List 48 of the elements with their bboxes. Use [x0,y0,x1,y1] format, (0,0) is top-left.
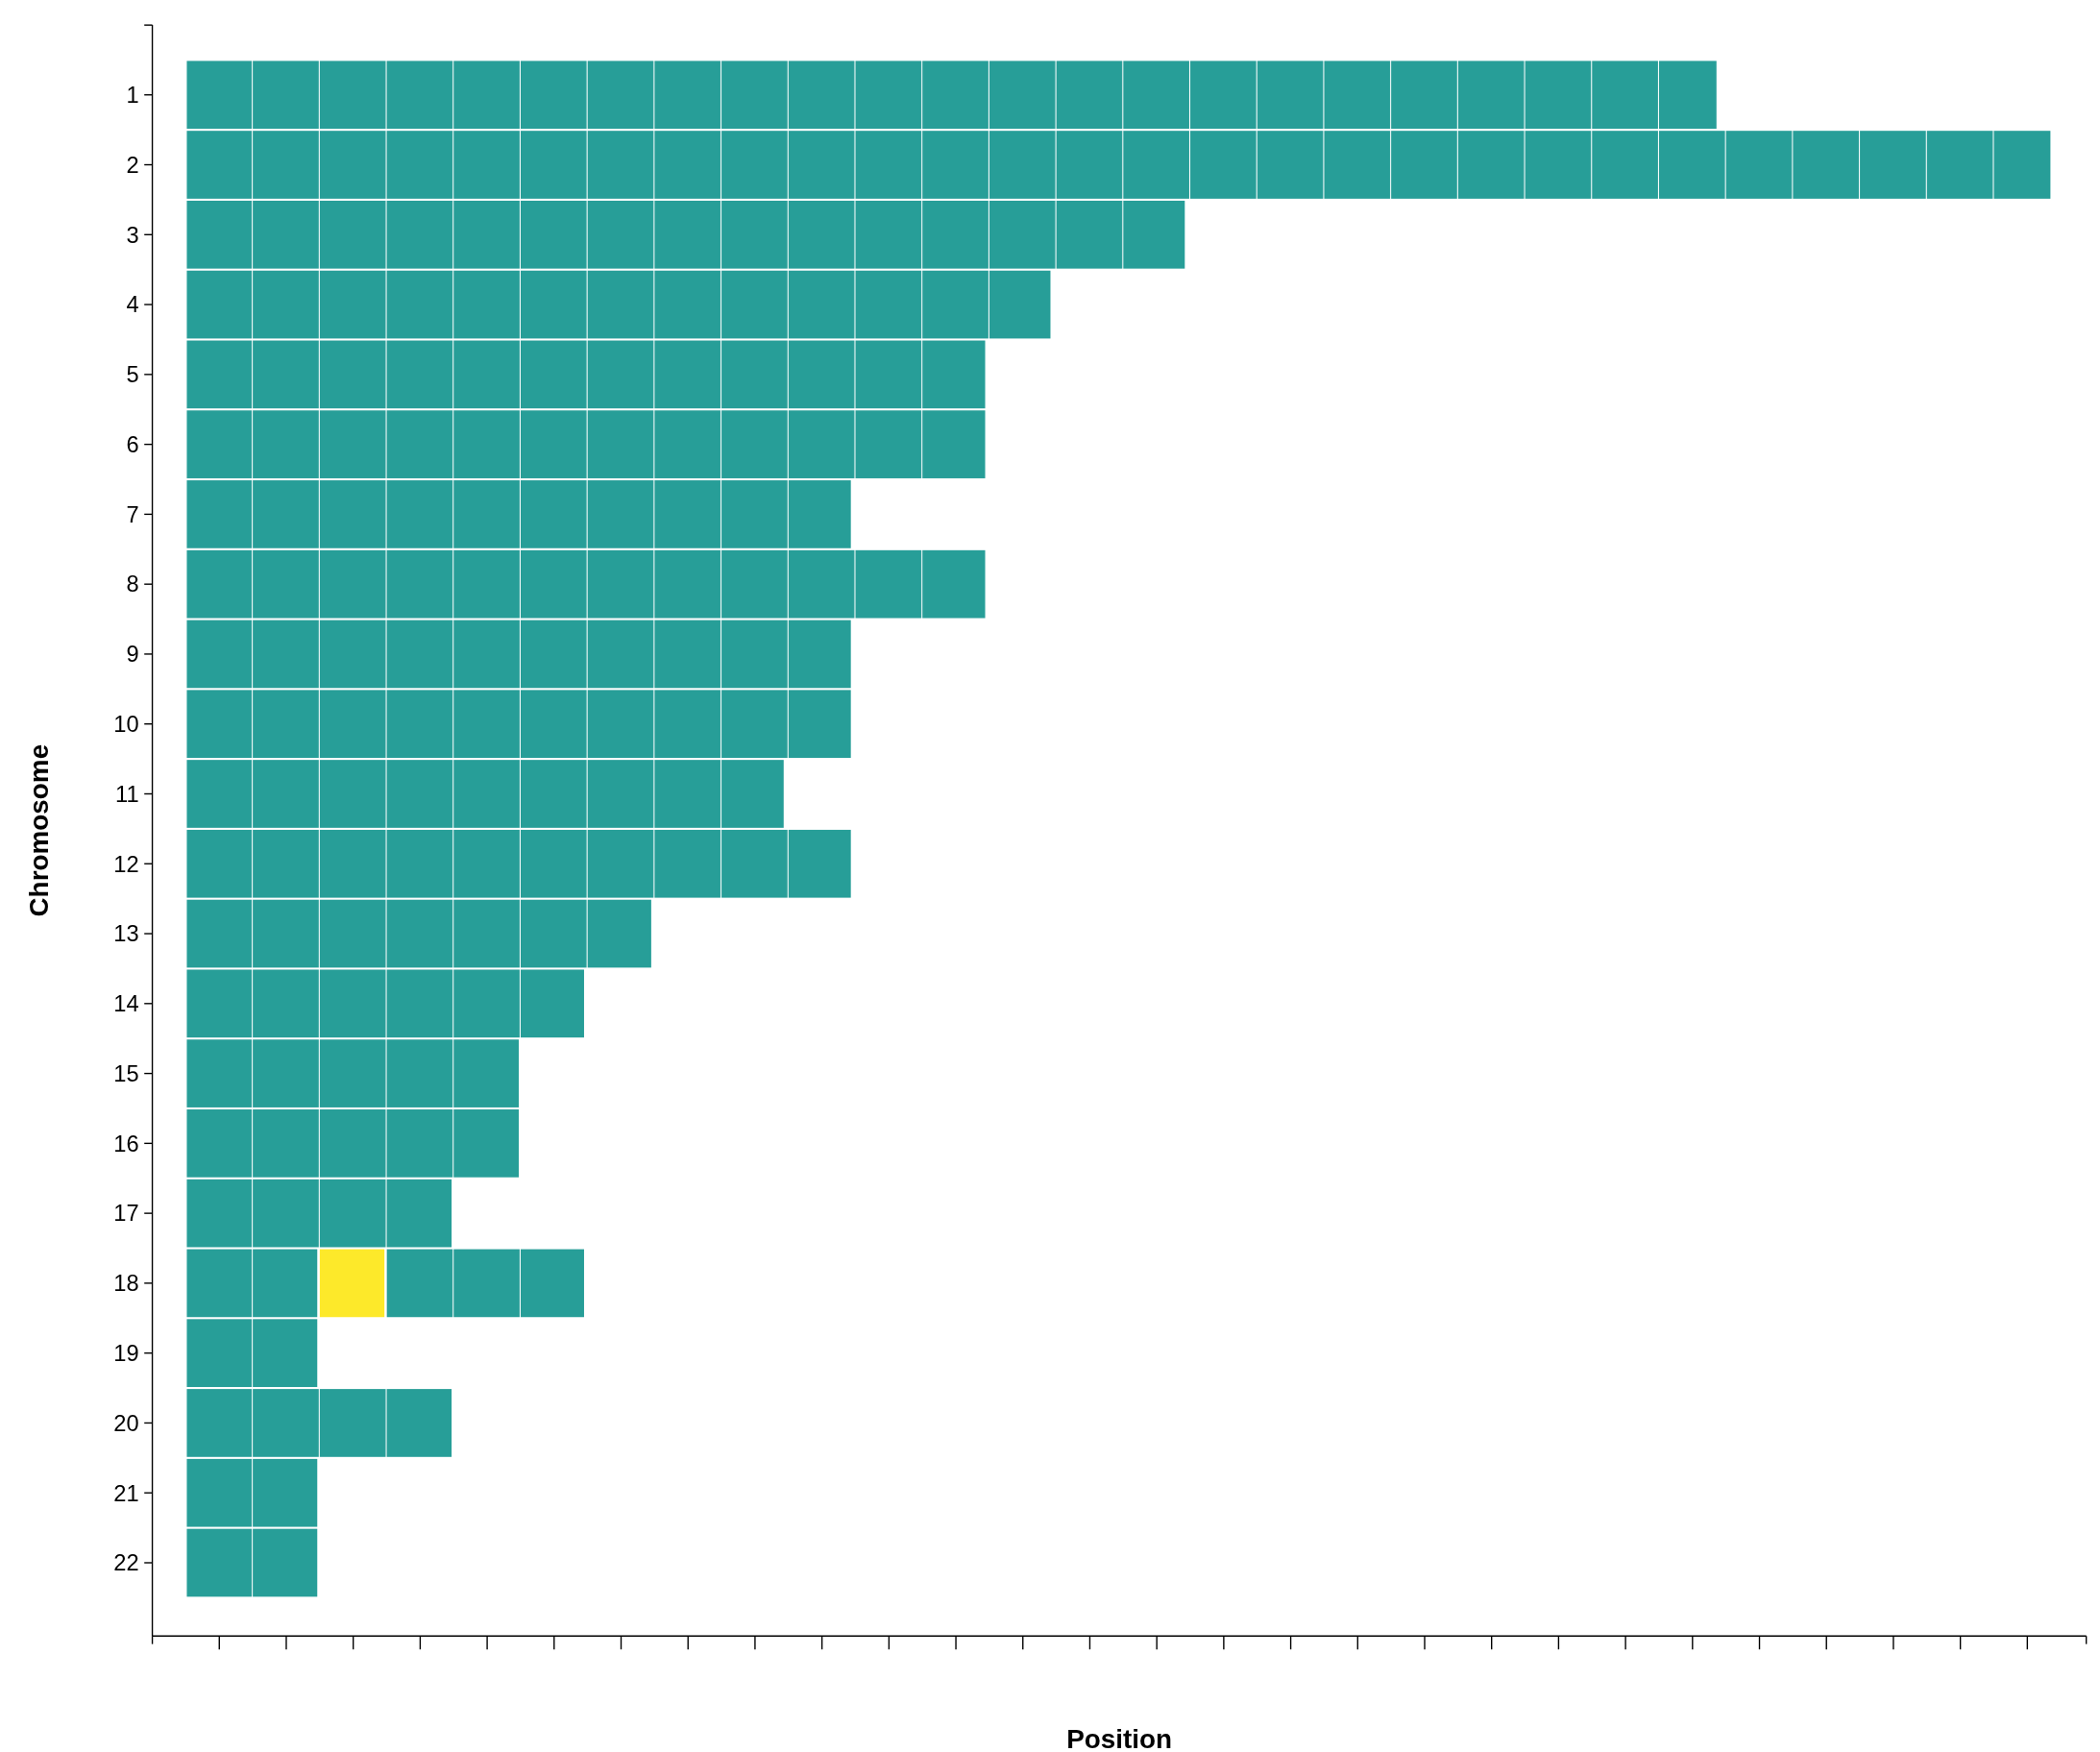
y-tick-label: 1 [126,83,139,109]
y-tick-label: 5 [126,362,139,388]
bar [186,620,851,689]
y-tick-label: 17 [113,1201,139,1227]
x-axis-title: Position [1066,1724,1173,1752]
y-tick-label: 21 [113,1480,139,1506]
bar [186,200,1185,269]
y-tick-label: 22 [113,1550,139,1576]
bar [186,1528,318,1597]
bar [186,829,851,898]
y-tick-label: 16 [113,1131,139,1156]
y-tick-label: 8 [126,572,139,597]
bar [186,690,851,759]
bar [186,899,651,968]
y-tick-label: 15 [113,1060,139,1086]
bar [319,1249,385,1318]
y-tick-label: 3 [126,222,139,248]
bar [186,1389,452,1457]
y-tick-label: 9 [126,642,139,668]
bar [186,1109,519,1178]
bar [186,1179,452,1248]
bar [186,61,1717,130]
bar [186,549,986,619]
y-tick-label: 6 [126,431,139,457]
bar [186,270,1051,339]
bar [386,1249,584,1318]
y-tick-label: 18 [113,1271,139,1297]
bar [186,969,584,1038]
y-tick-label: 19 [113,1340,139,1366]
y-tick-label: 10 [113,712,139,738]
bar [186,1039,519,1107]
y-tick-label: 12 [113,851,139,877]
y-axis-title: Chromosome [23,743,54,917]
y-tick-label: 4 [126,292,139,318]
y-tick-label: 13 [113,921,139,947]
bar [186,480,851,548]
bar [186,1458,318,1527]
bar [186,340,986,409]
bar [186,131,2051,199]
y-tick-label: 2 [126,152,139,178]
bar [186,1249,318,1318]
y-tick-label: 20 [113,1410,139,1436]
bar [186,760,784,828]
bar [186,1319,318,1388]
y-tick-label: 14 [113,991,139,1017]
y-tick-label: 7 [126,501,139,527]
y-tick-label: 11 [115,781,139,807]
bar [186,410,986,478]
